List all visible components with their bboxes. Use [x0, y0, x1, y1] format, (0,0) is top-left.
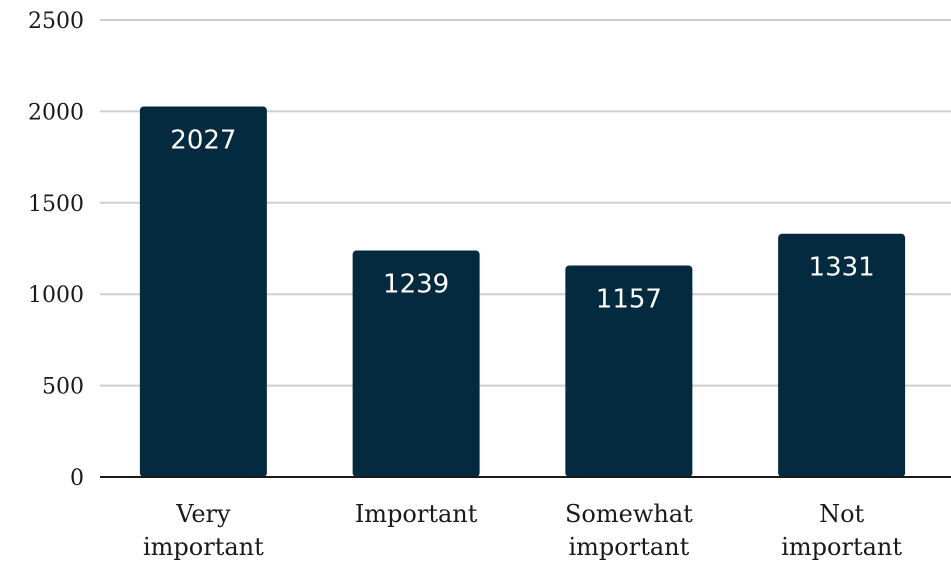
bars: [139, 106, 906, 477]
y-tick-label: 2000: [28, 100, 84, 125]
x-tick-label-line: Somewhat: [565, 500, 693, 528]
data-label: 1157: [596, 285, 662, 315]
data-labels: 2027 1239 1157 1331: [170, 125, 874, 314]
x-tick-label: Very important: [143, 500, 264, 561]
bar: [778, 233, 906, 477]
y-tick-label: 500: [42, 375, 84, 400]
data-label: 1239: [383, 270, 449, 300]
x-tick-label-line: Important: [355, 500, 478, 528]
y-tick-label: 1500: [28, 192, 84, 217]
y-tick-label: 0: [70, 466, 84, 491]
data-label: 1331: [809, 253, 875, 283]
x-tick-label-line: important: [568, 533, 689, 561]
x-tick-label: Important: [355, 500, 478, 528]
bar: [565, 265, 693, 477]
y-axis-ticks: 0 500 1000 1500 2000 2500: [28, 9, 84, 491]
bar: [139, 106, 267, 477]
bar: [352, 250, 480, 477]
x-tick-label: Somewhat important: [565, 500, 693, 561]
x-tick-label-line: important: [143, 533, 264, 561]
x-tick-label-line: important: [781, 533, 902, 561]
x-tick-label: Not important: [781, 500, 902, 561]
y-tick-label: 2500: [28, 9, 84, 34]
data-label: 2027: [170, 125, 236, 155]
x-tick-label-line: Not: [819, 500, 864, 528]
y-tick-label: 1000: [28, 283, 84, 308]
x-tick-label-line: Very: [175, 500, 231, 528]
